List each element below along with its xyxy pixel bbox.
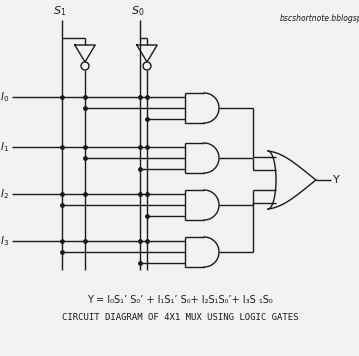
Text: CIRCUIT DIAGRAM OF 4X1 MUX USING LOGIC GATES: CIRCUIT DIAGRAM OF 4X1 MUX USING LOGIC G… xyxy=(62,313,298,322)
Text: Y: Y xyxy=(333,175,340,185)
Circle shape xyxy=(143,62,151,70)
Text: $I_3$: $I_3$ xyxy=(0,234,9,248)
Circle shape xyxy=(81,62,89,70)
Text: $S_1$: $S_1$ xyxy=(53,4,67,18)
Text: $I_1$: $I_1$ xyxy=(0,140,9,154)
Text: bscshortnote.bblogspot.com: bscshortnote.bblogspot.com xyxy=(280,14,359,23)
Text: Y = I₀S₁’ S₀’ + I₁S₁’ S₀+ I₂S₁S₀’+ I₃S ₁S₀: Y = I₀S₁’ S₀’ + I₁S₁’ S₀+ I₂S₁S₀’+ I₃S ₁… xyxy=(87,295,273,305)
Text: $S_0$: $S_0$ xyxy=(131,4,145,18)
Text: $I_2$: $I_2$ xyxy=(0,187,9,201)
Text: $I_0$: $I_0$ xyxy=(0,90,9,104)
